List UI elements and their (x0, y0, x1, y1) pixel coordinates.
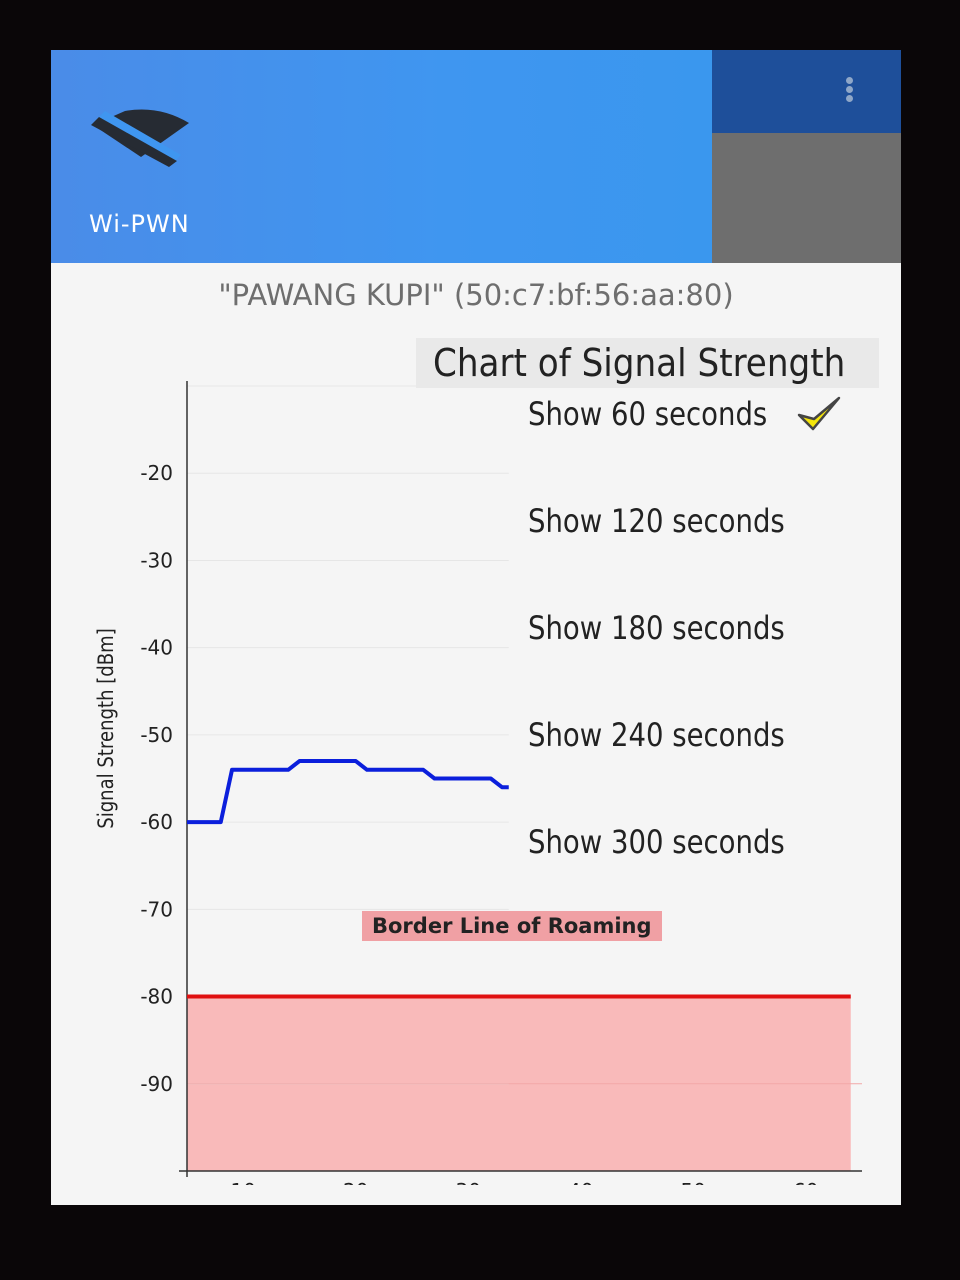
checkmark-icon (797, 396, 841, 431)
side-panel-overlay (712, 133, 901, 263)
y-tick-label: -90 (140, 1072, 173, 1096)
y-tick-label: -50 (140, 723, 173, 747)
y-tick-label: -30 (140, 548, 173, 572)
y-tick-label: -60 (140, 810, 173, 834)
menu-title: Chart of Signal Strength (416, 338, 879, 388)
menu-item-240[interactable]: Show 240 seconds (528, 716, 785, 754)
x-tick-label: 30 (456, 1179, 481, 1185)
network-title: "PAWANG KUPI" (50:c7:bf:56:aa:80) (218, 278, 734, 312)
menu-item-60[interactable]: Show 60 seconds (528, 395, 768, 433)
x-tick-label: 60 (793, 1179, 818, 1185)
x-tick-label: 10 (231, 1179, 256, 1185)
y-tick-label: -70 (140, 897, 173, 921)
roaming-threshold-label: Border Line of Roaming (362, 911, 662, 941)
x-tick-label: 20 (343, 1179, 368, 1185)
y-axis-label: Signal Strength [dBm] (94, 628, 119, 829)
x-tick-label: 50 (681, 1179, 706, 1185)
side-panel-top (712, 50, 901, 133)
y-tick-label: -20 (140, 461, 173, 485)
signal-series-line (187, 759, 509, 825)
app-header: Wi-PWN (51, 50, 712, 263)
app-title: Wi-PWN (89, 210, 190, 238)
y-tick-label: -80 (140, 985, 173, 1009)
signal-chart: -20-30-40-50-60-70-80-90102030405060Time… (94, 381, 862, 1185)
wifi-off-icon (91, 109, 189, 167)
y-tick-label: -40 (140, 636, 173, 660)
menu-item-120[interactable]: Show 120 seconds (528, 502, 785, 540)
menu-item-300[interactable]: Show 300 seconds (528, 823, 785, 861)
overflow-menu-icon[interactable] (839, 77, 859, 107)
menu-item-180[interactable]: Show 180 seconds (528, 609, 785, 647)
x-tick-label: 40 (568, 1179, 593, 1185)
app-screen: Wi-PWN "PAWANG KUPI" (50:c7:bf:56:aa:80)… (51, 50, 901, 1205)
